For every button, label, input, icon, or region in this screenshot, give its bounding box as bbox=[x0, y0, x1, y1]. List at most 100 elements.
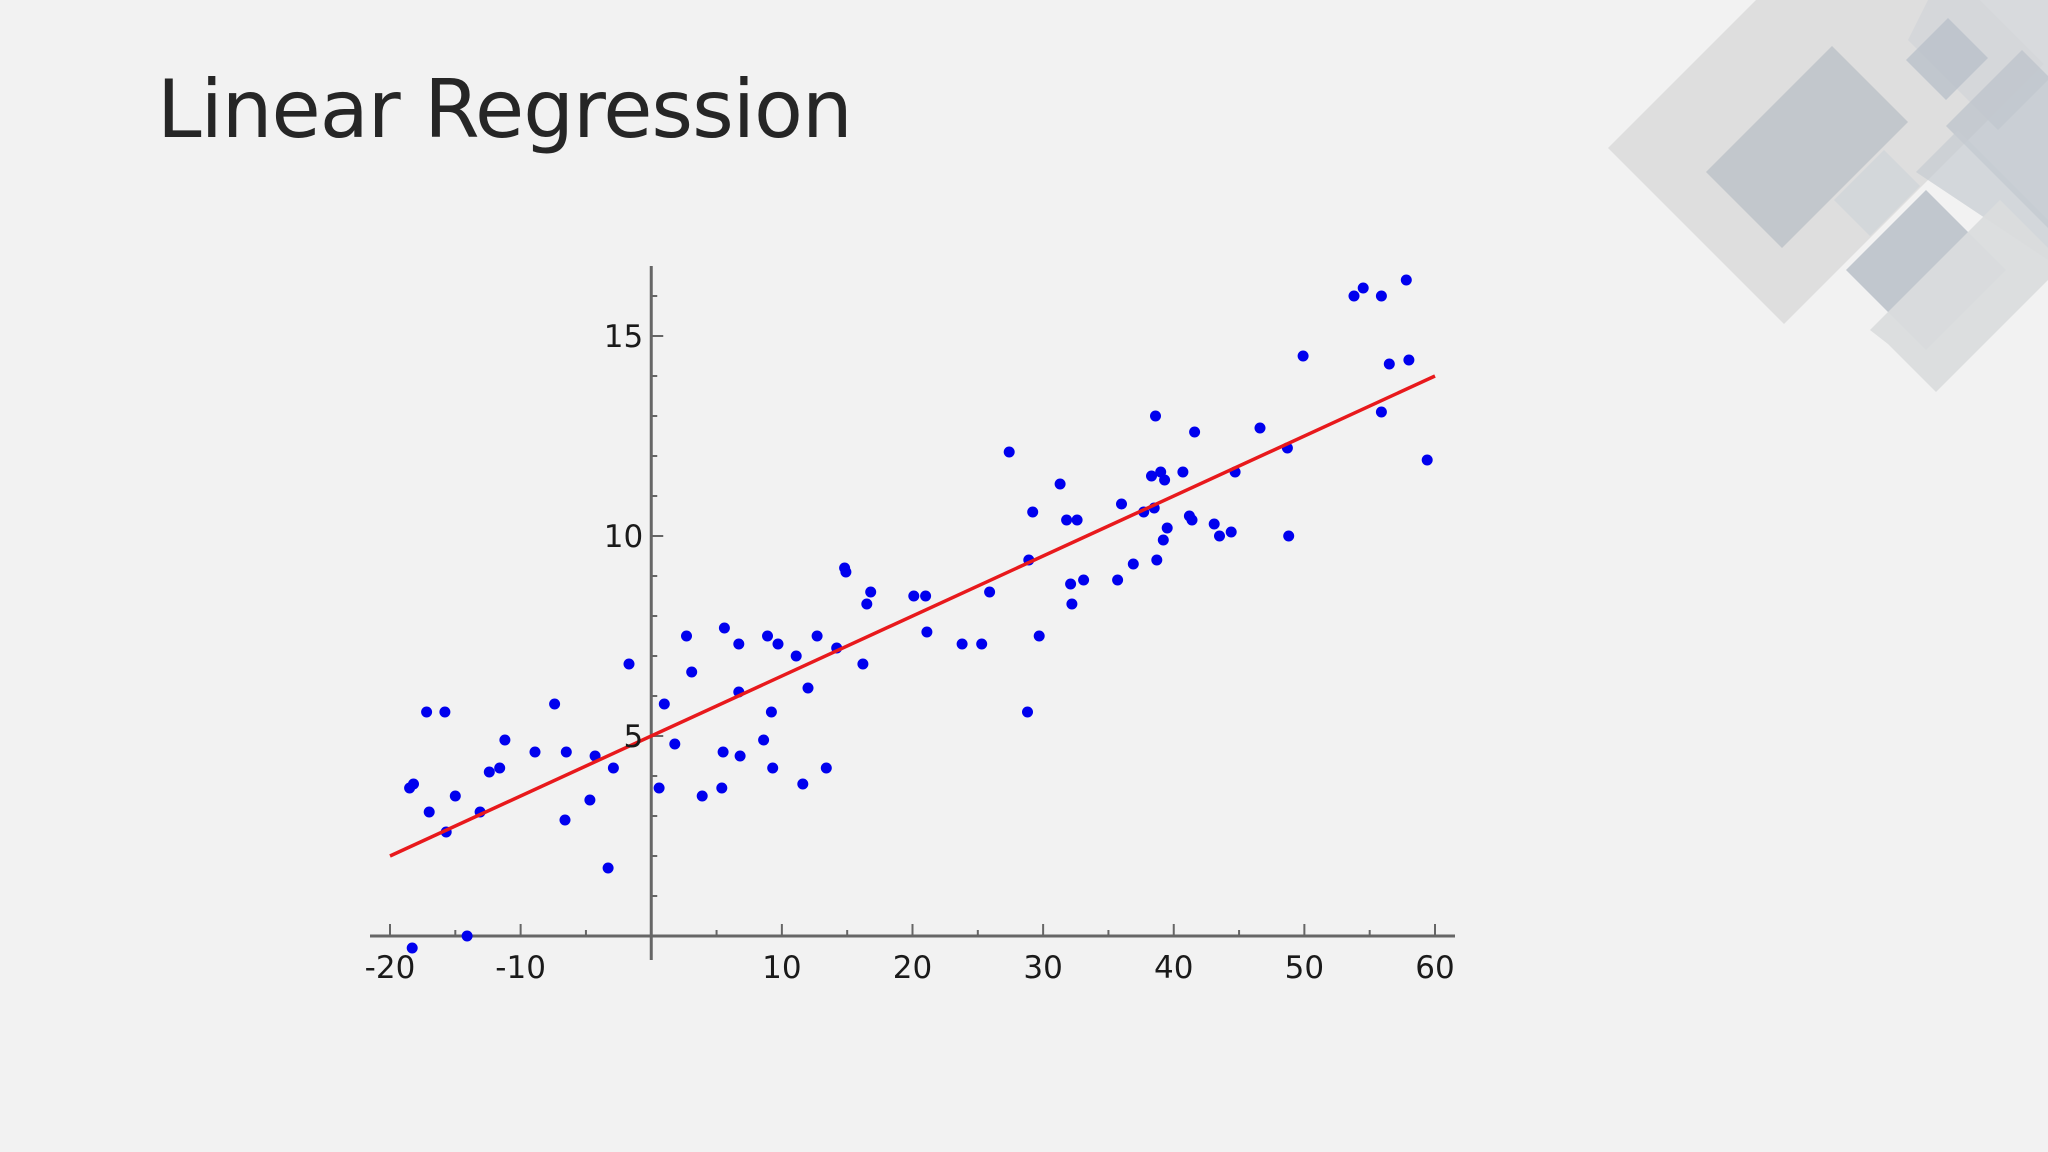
data-point bbox=[602, 862, 614, 874]
data-point bbox=[718, 622, 730, 634]
data-point bbox=[681, 630, 692, 642]
data-point bbox=[1065, 578, 1077, 590]
data-point bbox=[421, 706, 433, 718]
data-point bbox=[1189, 426, 1201, 438]
x-tick-label: -10 bbox=[495, 950, 546, 986]
data-point bbox=[1116, 498, 1127, 510]
data-point bbox=[696, 790, 708, 802]
data-point bbox=[584, 794, 596, 806]
x-tick-label: -20 bbox=[365, 950, 416, 986]
data-point bbox=[1348, 290, 1360, 302]
axes bbox=[370, 266, 1455, 960]
regression-line bbox=[389, 374, 1436, 858]
data-point bbox=[802, 682, 814, 694]
data-point bbox=[461, 930, 473, 942]
data-point bbox=[1177, 466, 1189, 478]
data-point bbox=[439, 706, 451, 718]
y-tick-label: 10 bbox=[604, 519, 643, 555]
data-point bbox=[1033, 630, 1045, 642]
data-point bbox=[1161, 522, 1173, 534]
data-point bbox=[408, 778, 419, 790]
data-point bbox=[1375, 290, 1387, 302]
data-point bbox=[1254, 422, 1266, 434]
data-point bbox=[861, 598, 873, 610]
data-point bbox=[1071, 514, 1083, 526]
data-point bbox=[920, 590, 932, 602]
data-point bbox=[734, 750, 746, 762]
data-point bbox=[623, 658, 635, 670]
data-point bbox=[811, 630, 823, 642]
data-point bbox=[406, 942, 418, 954]
data-point bbox=[733, 638, 745, 650]
x-tick-label: 60 bbox=[1415, 950, 1454, 986]
data-point bbox=[840, 566, 852, 578]
data-point bbox=[767, 762, 779, 774]
data-point bbox=[908, 590, 920, 602]
tick-labels: -20 -10 10 20 30 40 50 60 5 10 15 bbox=[365, 319, 1455, 986]
data-point bbox=[1403, 354, 1415, 366]
x-tick-label: 50 bbox=[1285, 950, 1324, 986]
data-point bbox=[1151, 554, 1163, 566]
y-tick-label: 5 bbox=[624, 719, 644, 755]
data-point bbox=[1225, 526, 1237, 538]
data-point bbox=[1054, 478, 1066, 490]
data-point bbox=[762, 630, 773, 642]
data-point bbox=[1066, 598, 1078, 610]
data-point bbox=[529, 746, 541, 758]
data-point bbox=[1127, 558, 1139, 570]
data-point bbox=[1421, 454, 1433, 466]
x-tick-label: 10 bbox=[762, 950, 801, 986]
data-point bbox=[1078, 574, 1090, 586]
data-point bbox=[984, 586, 996, 598]
data-point bbox=[1400, 274, 1412, 286]
data-point bbox=[790, 650, 802, 662]
data-point bbox=[1214, 530, 1225, 542]
data-point bbox=[449, 790, 461, 802]
data-point bbox=[797, 778, 809, 790]
data-point bbox=[494, 762, 506, 774]
data-point bbox=[1146, 470, 1157, 482]
data-point bbox=[607, 762, 619, 774]
data-point bbox=[658, 698, 670, 710]
data-point bbox=[560, 746, 572, 758]
slide-title: Linear Regression bbox=[157, 63, 853, 156]
data-point bbox=[765, 706, 777, 718]
data-point bbox=[653, 782, 665, 794]
data-point bbox=[956, 638, 968, 650]
data-point bbox=[483, 766, 495, 778]
data-point bbox=[1003, 446, 1015, 458]
data-point bbox=[1061, 514, 1073, 526]
data-point bbox=[1297, 350, 1309, 362]
data-point bbox=[976, 638, 988, 650]
data-point bbox=[921, 626, 933, 638]
data-point bbox=[1022, 706, 1033, 718]
data-point bbox=[716, 782, 728, 794]
data-point bbox=[820, 762, 832, 774]
y-tick-label: 15 bbox=[604, 319, 643, 355]
data-point bbox=[865, 586, 877, 598]
data-point bbox=[857, 658, 869, 670]
data-point bbox=[423, 806, 435, 818]
geometric-diamond-pattern-icon bbox=[1608, 0, 2048, 392]
data-point bbox=[1357, 282, 1369, 294]
data-point bbox=[772, 638, 784, 650]
data-point bbox=[1283, 530, 1295, 542]
data-point bbox=[1375, 406, 1387, 418]
data-point bbox=[1159, 474, 1171, 486]
regression-line-group bbox=[389, 374, 1436, 858]
scatter-points bbox=[404, 274, 1433, 954]
data-point bbox=[1112, 574, 1124, 586]
scatter-chart: -20 -10 10 20 30 40 50 60 5 10 15 bbox=[365, 266, 1455, 986]
data-point bbox=[549, 698, 561, 710]
data-point bbox=[758, 734, 770, 746]
data-point bbox=[669, 738, 681, 750]
data-point bbox=[686, 666, 698, 678]
data-point bbox=[1208, 518, 1220, 530]
data-point bbox=[1150, 410, 1161, 422]
data-point bbox=[499, 734, 511, 746]
x-tick-label: 30 bbox=[1023, 950, 1062, 986]
x-tick-label: 40 bbox=[1154, 950, 1193, 986]
data-point bbox=[1157, 534, 1169, 546]
data-point bbox=[1383, 358, 1395, 370]
